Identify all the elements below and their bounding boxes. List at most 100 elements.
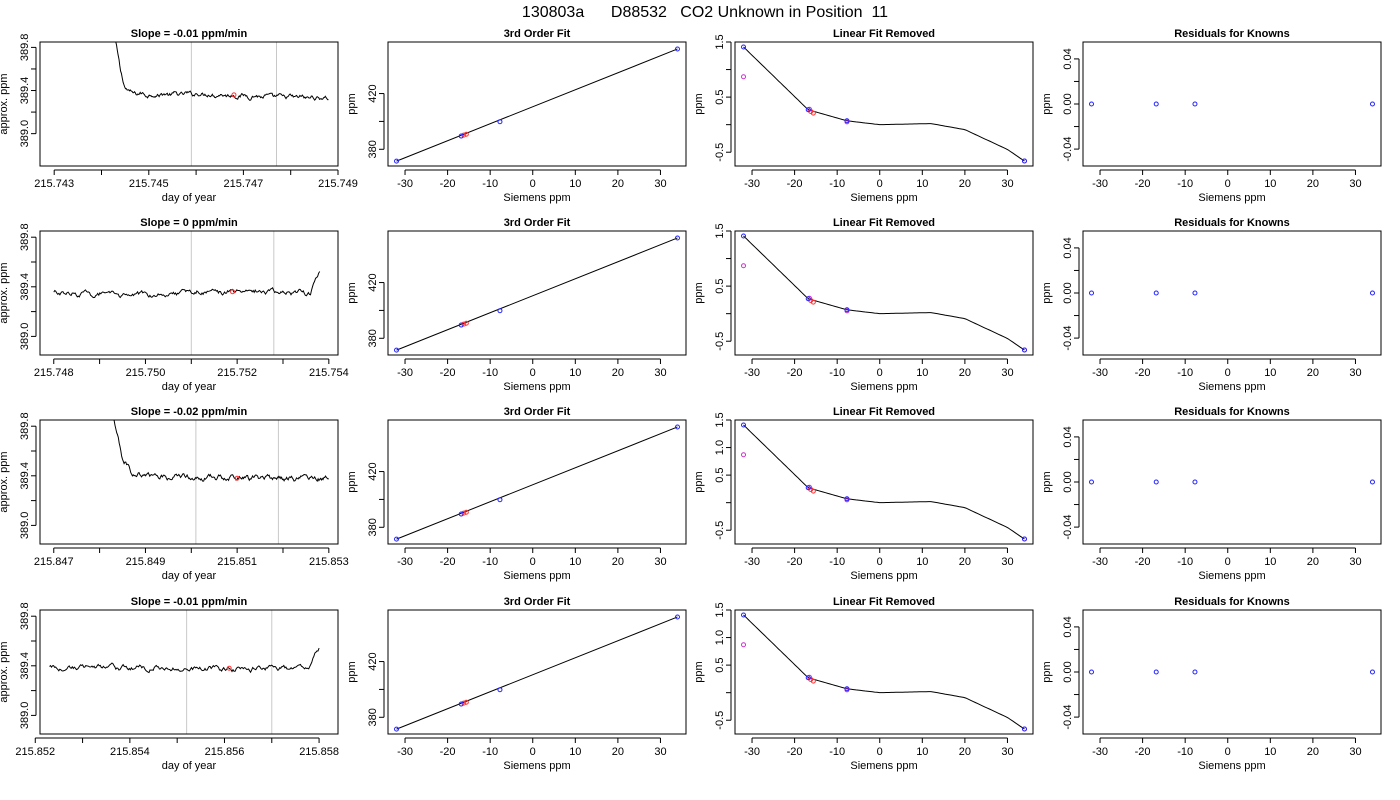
- panel-fit-row3: 3rd Order Fit -30 -20 -10 0 10 20 30 Siemens ppm…: [346, 596, 687, 772]
- x-tick-label: 0: [1225, 367, 1231, 379]
- x-tick-label: -10: [1177, 556, 1193, 568]
- point-marker-blue: [844, 118, 850, 124]
- x-axis-label: Siemens ppm: [850, 570, 917, 582]
- y-tick-label: 0.00: [1062, 471, 1074, 492]
- y-axis-label: approx. ppm: [0, 641, 10, 702]
- point-marker-blue: [497, 308, 503, 314]
- plot-area: [53, 231, 321, 355]
- x-tick-label: 20: [959, 367, 971, 379]
- x-tick-label: 215.749: [318, 178, 358, 190]
- y-tick-label: 0.04: [1062, 48, 1074, 69]
- x-tick-label: 215.750: [126, 367, 166, 379]
- x-axis-label: Siemens ppm: [1198, 570, 1265, 582]
- x-tick-label: 10: [569, 178, 581, 190]
- point-marker-blue: [1021, 536, 1027, 542]
- panel-linear-removed-row1: Linear Fit Removed -30 -20 -10 0 10 20 30 Siemen…: [693, 217, 1034, 393]
- panel-title: Linear Fit Removed: [833, 217, 935, 229]
- x-axis-label: day of year: [162, 192, 217, 204]
- x-tick-label: -30: [744, 556, 760, 568]
- cubic-fit-curve: [743, 424, 1025, 540]
- y-tick-label: 0.04: [1062, 426, 1074, 447]
- x-tick-label: -30: [1092, 556, 1108, 568]
- point-marker-blue: [844, 307, 850, 313]
- panel-residuals-row2: Residuals for Knowns -30 -20 -10 0 10 20 30 Siem…: [1041, 406, 1382, 582]
- x-tick-label: -20: [440, 367, 456, 379]
- plot-area: [1089, 290, 1375, 296]
- point-marker-red: [463, 509, 469, 515]
- y-tick-label: 420: [367, 273, 379, 291]
- x-tick-label: 20: [1307, 746, 1319, 758]
- point-marker-red: [461, 132, 467, 138]
- point-marker-blue: [674, 235, 680, 241]
- x-tick-label: 30: [1349, 178, 1361, 190]
- y-axis-label: ppm: [693, 282, 705, 303]
- point-marker-blue: [1192, 101, 1198, 107]
- x-tick-label: 30: [654, 367, 666, 379]
- y-tick-label: 0.5: [714, 278, 726, 293]
- panel-title: 3rd Order Fit: [504, 28, 571, 40]
- y-tick-label: -0.5: [714, 143, 726, 162]
- x-tick-label: -30: [1092, 746, 1108, 758]
- point-marker-red: [461, 510, 467, 516]
- cubic-fit-curve: [743, 235, 1025, 351]
- point-marker-blue: [741, 44, 747, 50]
- plot-area: [394, 46, 680, 164]
- x-tick-label: 30: [1001, 746, 1013, 758]
- x-tick-label: 20: [1307, 556, 1319, 568]
- x-tick-label: 215.754: [309, 367, 349, 379]
- y-axis-label: ppm: [1041, 471, 1053, 492]
- point-marker-blue: [458, 322, 464, 328]
- measurement-marker-red: [234, 475, 240, 481]
- panel-title: Linear Fit Removed: [833, 28, 935, 40]
- x-tick-label: 0: [877, 746, 883, 758]
- plot-area: [113, 420, 329, 544]
- x-axis-label: day of year: [162, 381, 217, 393]
- point-marker-blue: [1089, 669, 1095, 675]
- panel-title: Slope = 0 ppm/min: [140, 217, 238, 229]
- y-tick-label: 1.5: [714, 223, 726, 238]
- point-marker-red: [810, 488, 816, 494]
- x-tick-label: 20: [959, 556, 971, 568]
- y-tick-label: 0.00: [1062, 661, 1074, 682]
- y-axis-label: ppm: [346, 471, 358, 492]
- panel-linear-removed-row0: Linear Fit Removed -30 -20 -10 0 10 20 30 Siemen…: [693, 28, 1034, 204]
- x-tick-label: 0: [530, 367, 536, 379]
- x-tick-label: -10: [1177, 746, 1193, 758]
- point-marker-red: [810, 110, 816, 116]
- y-axis-label: ppm: [1041, 282, 1053, 303]
- y-tick-label: 1.0: [714, 630, 726, 645]
- plot-frame: [734, 609, 1034, 735]
- y-axis-label: approx. ppm: [0, 262, 10, 323]
- y-tick-label: 380: [367, 518, 379, 536]
- y-tick-label: 1.5: [714, 412, 726, 427]
- plot-frame: [734, 41, 1034, 167]
- x-tick-label: 0: [877, 178, 883, 190]
- point-marker-blue: [741, 422, 747, 428]
- point-marker-blue: [674, 424, 680, 430]
- x-tick-label: 20: [612, 556, 624, 568]
- x-tick-label: 10: [1264, 556, 1276, 568]
- y-tick-label: 389.8: [19, 412, 31, 440]
- x-axis-label: Siemens ppm: [503, 192, 570, 204]
- y-tick-label: -0.5: [714, 521, 726, 540]
- x-axis-label: Siemens ppm: [1198, 760, 1265, 772]
- x-axis-label: Siemens ppm: [1198, 192, 1265, 204]
- x-tick-label: 215.849: [126, 556, 166, 568]
- y-tick-label: -0.5: [714, 711, 726, 730]
- plot-area: [1089, 101, 1375, 107]
- x-tick-label: -10: [482, 367, 498, 379]
- x-tick-label: 215.752: [217, 367, 257, 379]
- point-marker-blue: [805, 675, 811, 681]
- point-marker-red: [463, 699, 469, 705]
- measurement-marker-red: [226, 665, 232, 671]
- point-marker-blue: [1369, 479, 1375, 485]
- plot-frame: [734, 230, 1034, 356]
- x-tick-label: 10: [1264, 746, 1276, 758]
- x-axis-label: Siemens ppm: [1198, 381, 1265, 393]
- x-tick-label: -10: [1177, 367, 1193, 379]
- panel-time-series-row0: Slope = -0.01 ppm/min 215.743 215.745 215.7…: [0, 28, 358, 204]
- x-tick-label: -10: [482, 178, 498, 190]
- x-tick-label: 30: [1001, 556, 1013, 568]
- y-axis-label: approx. ppm: [0, 451, 10, 512]
- measurement-marker-red: [230, 289, 236, 295]
